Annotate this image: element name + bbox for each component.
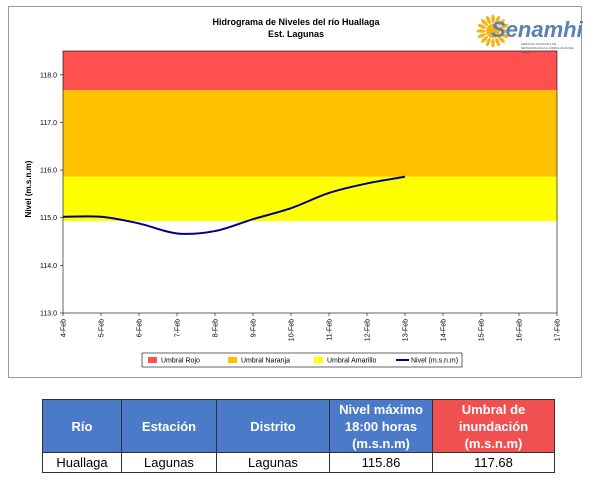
cell-estacion: Lagunas: [121, 452, 217, 473]
legend-label: Nivel (m.s.n.m): [411, 358, 458, 365]
x-tick-label: 16-Feb: [517, 319, 524, 341]
sun-ray: [481, 36, 488, 43]
x-tick-label: 10-Feb: [289, 319, 296, 341]
x-tick-label: 9-Feb: [251, 319, 258, 337]
sun-ray: [491, 14, 495, 24]
legend-label: Umbral Naranja: [241, 358, 290, 365]
sun-ray: [476, 29, 486, 33]
x-tick-label: 12-Feb: [365, 319, 372, 341]
legend-box: [141, 352, 463, 368]
x-tick-label: 7-Feb: [175, 319, 182, 337]
legend-label: Umbral Rojo: [161, 358, 200, 365]
y-tick-label: 116.0: [40, 168, 57, 175]
y-tick-label: 113.0: [40, 311, 57, 318]
x-tick-label: 11-Feb: [327, 319, 334, 341]
y-tick-label: 114.0: [40, 263, 57, 270]
legend-swatch: [228, 357, 237, 363]
legend-swatch: [148, 357, 157, 363]
sun-ray: [499, 33, 509, 38]
x-tick-label: 5-Feb: [99, 319, 106, 337]
x-tick-label: 8-Feb: [213, 319, 220, 337]
y-axis-label: Nivel (m.s.n.m): [24, 160, 33, 217]
cell-distrito: Lagunas: [216, 452, 330, 473]
legend-swatch: [314, 357, 323, 363]
hydrograph-chart: Hidrograma de Niveles del río Huallaga E…: [24, 17, 562, 368]
chart-title: Hidrograma de Niveles del río Huallaga: [212, 17, 380, 27]
sun-ray: [495, 15, 500, 25]
y-tick-label: 118.0: [40, 72, 57, 79]
senamhi-logo: Senamhi SERVICIO NACIONAL DE METEOROLOGÍ…: [471, 9, 583, 54]
table-row: Huallaga Lagunas Lagunas 115.86 117.68: [42, 452, 555, 473]
sun-ray: [498, 36, 505, 43]
table-header-row: Río Estación Distrito Nivel máximo 18:00 …: [42, 399, 555, 453]
cell-rio: Huallaga: [42, 452, 122, 473]
plot-area: [62, 50, 558, 314]
header-umbral-inundacion: Umbral de inundación (m.s.n.m): [432, 399, 555, 453]
threshold-band-2: [63, 176, 557, 222]
sun-ray: [486, 37, 491, 47]
sun-ray: [495, 37, 500, 47]
header-rio: Río: [42, 399, 122, 453]
threshold-band-1: [63, 90, 557, 177]
x-tick-label: 4-Feb: [61, 319, 68, 337]
sun-ray: [491, 38, 495, 48]
cell-nivel-maximo: 115.86: [329, 452, 433, 473]
chart-subtitle: Est. Lagunas: [268, 29, 324, 39]
x-tick-label: 15-Feb: [479, 319, 486, 341]
sun-ray: [477, 33, 487, 38]
station-table: Río Estación Distrito Nivel máximo 18:00 …: [42, 399, 555, 473]
x-tick-label: 14-Feb: [441, 319, 448, 341]
series-line-0: [62, 175, 406, 235]
sun-ray: [499, 24, 509, 29]
sun-logo-icon: [476, 14, 510, 48]
y-tick-label: 115.0: [40, 215, 57, 222]
y-tick-label: 117.0: [40, 120, 57, 127]
x-tick-label: 6-Feb: [137, 319, 144, 337]
sun-ray: [481, 19, 488, 26]
header-nivel-maximo: Nivel máximo 18:00 horas (m.s.n.m): [329, 399, 433, 453]
logo-text: Senamhi: [491, 17, 583, 42]
x-tick-label: 17-Feb: [555, 319, 562, 341]
x-tick-label: 13-Feb: [403, 319, 410, 341]
cell-umbral: 117.68: [432, 452, 555, 473]
sun-ray: [498, 19, 505, 26]
chart-frame: Hidrograma de Niveles del río Huallaga E…: [8, 6, 583, 378]
header-distrito: Distrito: [216, 399, 330, 453]
legend-label: Umbral Amarillo: [327, 358, 377, 365]
header-estacion: Estación: [121, 399, 217, 453]
sun-ray: [477, 24, 487, 29]
sun-ray: [500, 29, 510, 33]
sun-ray: [486, 15, 491, 25]
threshold-band-0: [63, 51, 557, 91]
logo-subtitle: SERVICIO NACIONAL DE METEOROLOGÍA E HIDR…: [521, 42, 575, 54]
